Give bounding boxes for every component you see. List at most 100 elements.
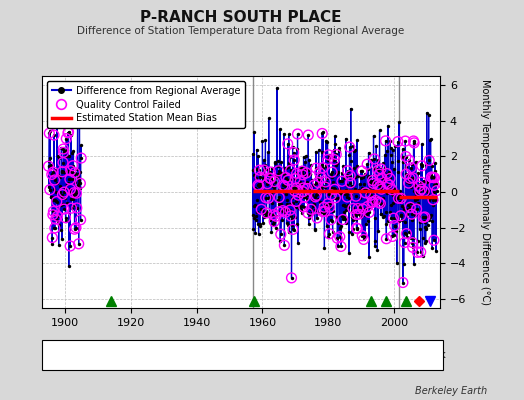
Point [334,242,342,249]
Point [377,211,385,217]
Point [375,199,383,206]
Point [355,211,363,218]
Point [367,192,375,198]
Point [267,210,276,217]
Point [352,211,361,218]
Point [345,144,354,150]
Point [406,204,414,210]
Point [71,170,79,176]
Point [410,197,419,204]
Point [422,110,431,116]
Point [50,177,59,183]
Point [334,195,342,202]
Point [315,191,323,197]
Point [387,214,396,221]
Point [369,132,378,139]
Point [314,179,322,186]
Point [395,192,403,199]
Point [287,167,295,174]
Point [340,174,348,181]
Point [404,171,412,178]
Point [429,174,438,181]
Point [356,212,365,219]
Point [48,171,56,178]
Point [405,229,413,235]
Point [310,227,319,233]
Point [321,179,330,185]
Point [403,171,412,178]
Point [53,213,62,219]
Point [421,214,429,220]
Point [411,212,419,218]
Point [399,159,407,166]
Point [400,239,409,246]
Point [405,157,413,163]
Point [416,219,424,226]
Point [273,173,281,179]
Point [330,156,339,163]
Point [410,261,418,268]
Point [300,204,308,210]
Point [304,132,312,138]
Point [270,218,278,225]
Point [298,168,307,174]
Point [298,203,307,209]
Point [369,199,377,206]
Point [255,181,264,187]
Point [357,185,366,192]
Point [401,230,409,236]
Point [292,185,301,191]
Point [54,222,63,228]
Point [67,132,75,138]
Point [414,170,422,177]
Point [390,222,399,229]
Point [280,242,289,248]
Point [65,152,73,159]
Point [277,200,285,207]
Point [69,162,77,169]
Point [309,203,317,209]
Point [381,177,389,183]
Point [355,181,364,187]
Point [379,195,387,202]
Point [51,225,59,231]
Point [58,191,67,198]
Point [257,206,266,212]
Point [408,211,416,217]
Point [353,225,362,232]
Point [58,168,66,174]
Point [45,130,53,136]
Point [301,158,309,165]
Point [410,187,419,194]
Point [281,206,289,212]
Point [430,237,438,244]
Point [327,192,335,198]
Point [63,200,72,206]
Point [58,191,67,198]
Point [337,223,346,229]
Point [394,169,402,176]
Point [406,184,414,190]
Point [335,234,344,240]
Point [413,196,421,202]
Point [330,156,339,163]
Point [45,163,53,170]
Point [398,146,407,152]
Point [304,132,312,138]
Point [388,186,396,193]
Point [372,197,380,204]
Point [50,177,59,183]
Point [271,213,280,220]
Point [417,249,425,255]
Point [47,194,56,200]
Point [333,235,342,241]
Point [323,156,332,163]
Point [418,162,426,169]
Point [270,178,279,185]
Point [299,188,307,195]
Point [336,189,344,196]
Point [409,244,417,250]
Point [305,171,314,178]
Point [397,212,405,219]
Point [260,157,268,163]
